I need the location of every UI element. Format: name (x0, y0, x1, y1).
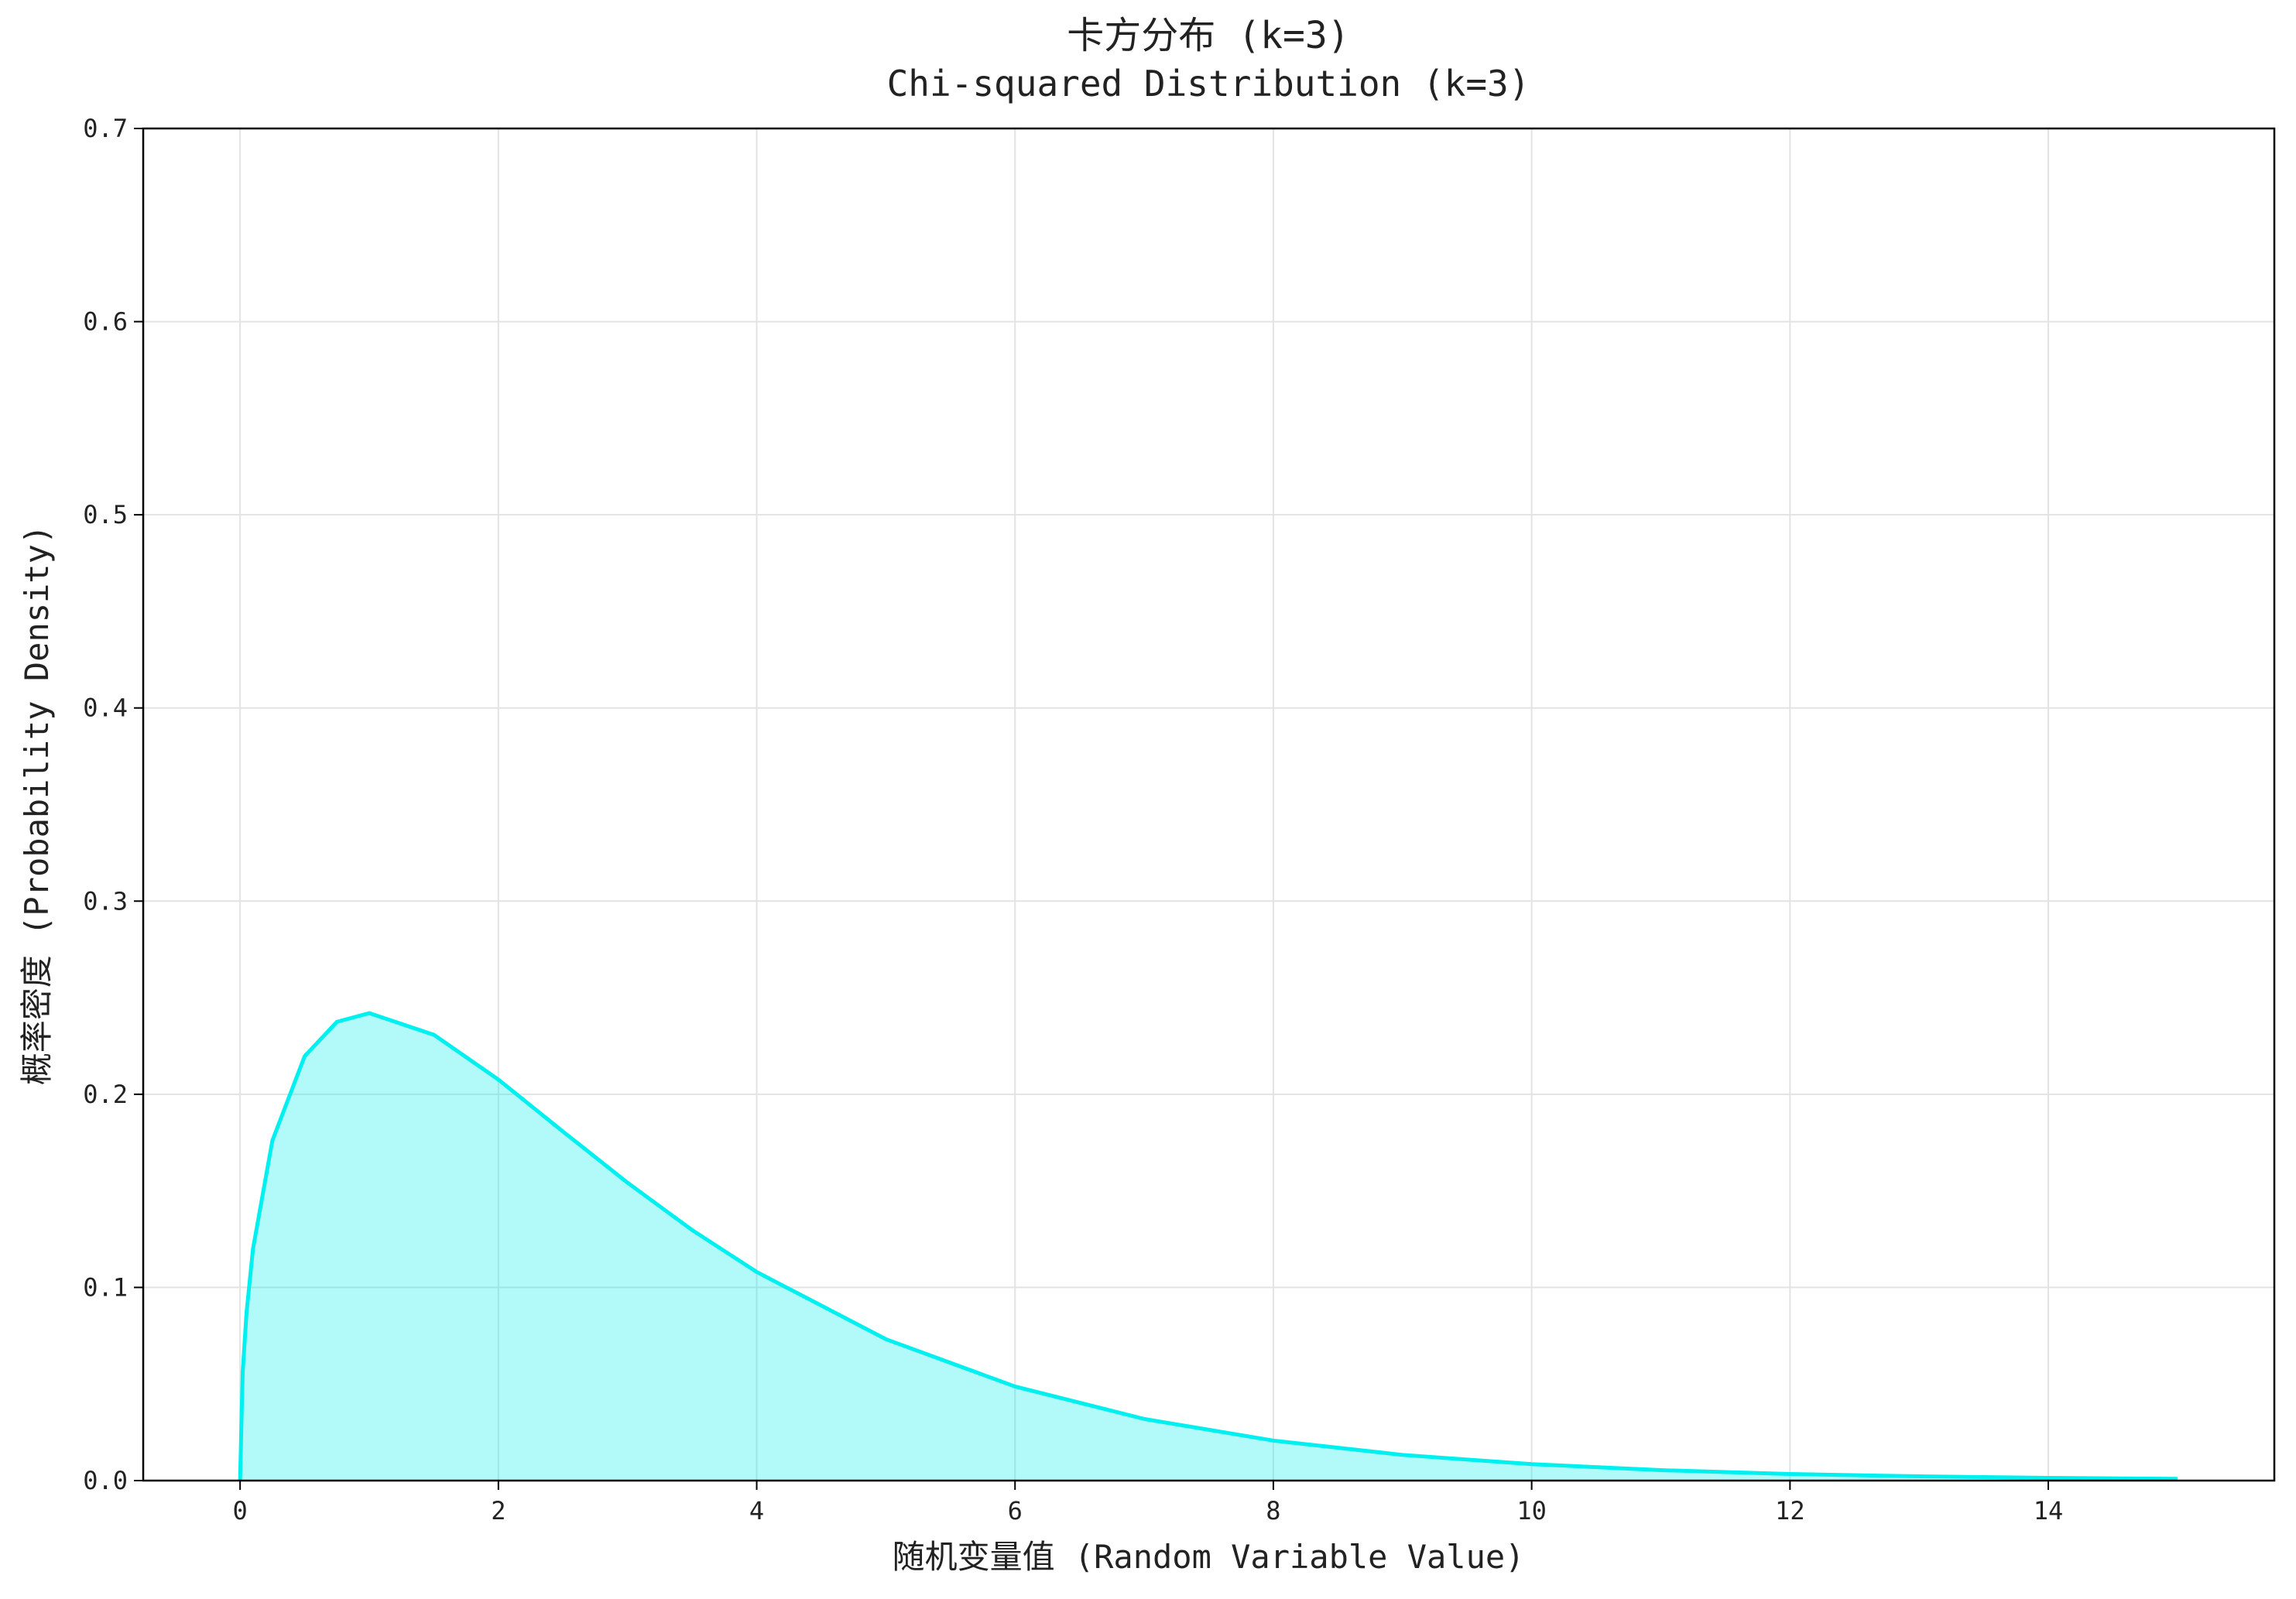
y-axis-label: 概率密度 (Probability Density) (18, 525, 56, 1085)
x-tick-label: 10 (1516, 1496, 1547, 1525)
y-tick-label: 0.4 (83, 693, 128, 723)
x-tick-label: 2 (491, 1496, 505, 1525)
x-tick-label: 0 (233, 1496, 248, 1525)
y-tick-label: 0.5 (83, 500, 128, 529)
x-tick-label: 8 (1266, 1496, 1280, 1525)
x-tick-label: 4 (749, 1496, 764, 1525)
y-tick-label: 0.3 (83, 886, 128, 916)
x-tick-label: 12 (1775, 1496, 1805, 1525)
y-tick-label: 0.2 (83, 1080, 128, 1109)
chart-title: 卡方分布 (k=3) (1067, 14, 1349, 57)
x-tick-label: 6 (1008, 1496, 1023, 1525)
chart-subtitle: Chi-squared Distribution (k=3) (887, 63, 1530, 104)
y-tick-label: 0.1 (83, 1272, 128, 1302)
density-line (238, 1011, 2178, 1481)
y-tick-label: 0.7 (83, 114, 128, 143)
x-tick-label: 14 (2034, 1496, 2064, 1525)
plot-frame (142, 127, 2276, 1482)
x-axis-label: 随机变量值 (Random Variable Value) (893, 1538, 1525, 1576)
y-tick-label: 0.0 (83, 1466, 128, 1495)
y-tick-label: 0.6 (83, 307, 128, 337)
area-fill (240, 1013, 2178, 1481)
